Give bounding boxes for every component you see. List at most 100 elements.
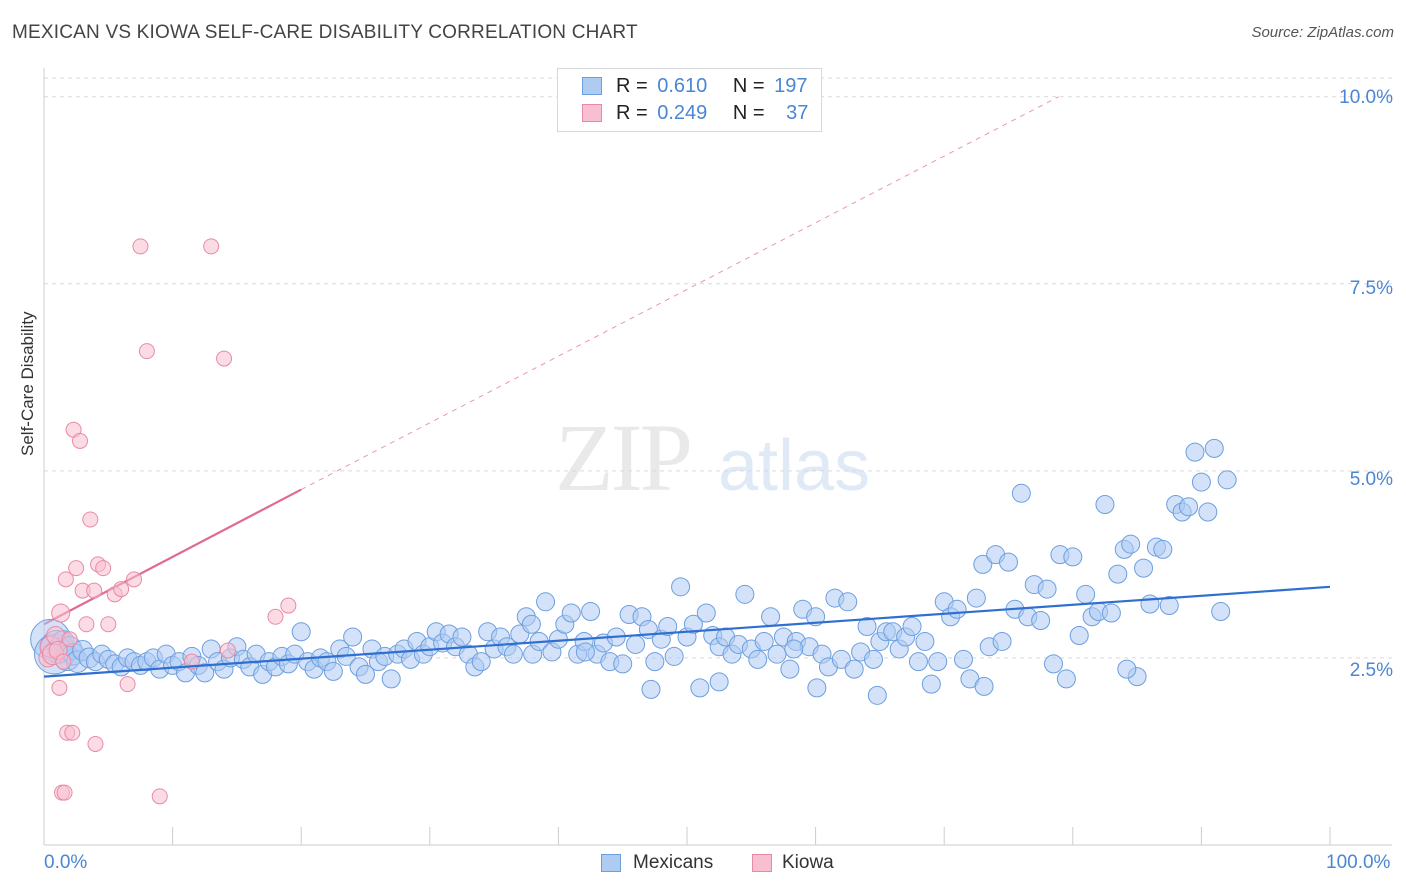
mexicans-point [902,616,922,636]
mexicans-point [503,644,523,664]
mexicans-point [915,631,935,651]
kiowa-point [86,582,103,599]
kiowa-point [219,642,236,659]
legend-n-value: 37 [786,102,809,124]
mexicans-point [291,622,311,642]
mexicans-point [1198,502,1218,522]
mexicans-point [966,588,986,608]
kiowa-point [87,735,104,752]
mexicans-point [645,652,665,672]
mexicans-point [992,631,1012,651]
mexicans-point [973,554,993,574]
mexicans-point [671,577,691,597]
axes [43,68,1392,846]
mexicans-point [1037,579,1057,599]
mexicans-point [838,592,858,612]
mexicans-point [452,627,472,647]
legend-n-label: N = [732,75,765,97]
mexicans-point [754,631,774,651]
mexicans-point [1185,442,1205,462]
mexicans-point [1117,659,1137,679]
mexicans-point [928,652,948,672]
kiowa-point [119,676,136,693]
mexicans-point [709,672,729,692]
mexicans-point [767,644,787,664]
mexicans-point [626,634,646,654]
kiowa-point [126,571,143,588]
kiowa-point [56,784,73,801]
mexicans-point [1217,470,1237,490]
kiowa-trend-solid [43,488,302,626]
legend-swatch-kiowa [582,104,602,122]
mexicans-point [921,674,941,694]
kiowa-point [61,631,78,648]
mexicans-point [974,676,994,696]
gridlines [44,77,1392,659]
kiowa-point [132,238,149,255]
mexicans-point [806,607,826,627]
mexicans-point [867,685,887,705]
mexicans-point [613,654,633,674]
mexicans-point [748,649,768,669]
mexicans-point [575,642,595,662]
mexicans-trend-solid [43,585,1331,678]
mexicans-point [521,614,541,634]
mexicans-point [1108,564,1128,584]
y-tick-2-5: 2.5% [1349,660,1393,681]
mexicans-point [1159,596,1179,616]
mexicans-point [696,603,716,623]
kiowa-point [267,608,284,625]
kiowa-point [64,724,81,741]
mexicans-point [1179,497,1199,517]
mexicans-point [683,614,703,634]
series-label-kiowa: Kiowa [782,852,834,873]
mexicans-point [863,649,883,669]
mexicans-point [908,652,928,672]
kiowa-point [72,432,89,449]
series-label-mexicans: Mexicans [633,852,714,873]
chart-title: MEXICAN VS KIOWA SELF-CARE DISABILITY CO… [12,22,638,43]
kiowa-point [78,616,95,633]
y-tick-10-0: 10.0% [1339,87,1393,108]
kiowa-trend-extension [300,96,1059,491]
y-axis-title: Self-Care Disability [18,311,37,456]
kiowa-point [113,581,130,598]
mexicans-point [1063,547,1083,567]
legend-r-label: R = [616,102,648,124]
legend-n-label: N = [732,102,765,124]
mexicans-point [1204,438,1224,458]
mexicans-point [1044,654,1064,674]
stats-legend: R = 0.610 N = 197 R = 0.249 N = 37 [557,68,822,132]
kiowa-point [151,788,168,805]
mexicans-point [343,627,363,647]
watermark: ZIP atlas [555,404,870,511]
mexicans-point [780,659,800,679]
mexicans-point [1191,472,1211,492]
mexicans-point [999,552,1018,572]
kiowa-point [216,350,233,367]
kiowa-point [138,343,155,360]
mexicans-point [690,678,710,698]
mexicans-point [761,607,781,627]
mexicans-point [1076,584,1096,604]
kiowa-point [51,603,71,623]
kiowa-point [55,653,72,670]
series-swatch-kiowa [752,854,772,872]
legend-swatch-mexicans [582,77,602,95]
mexicans-point [807,678,827,698]
mexicans-point [1134,558,1154,578]
mexicans-point [1140,594,1160,614]
kiowa-points [38,238,297,805]
kiowa-point [82,511,99,528]
series-swatch-mexicans [601,854,621,872]
mexicans-point [1101,603,1121,623]
mexicans-point [323,661,343,681]
x-tick-min: 0.0% [44,852,88,873]
kiowa-point [100,616,117,633]
mexicans-point [1069,625,1089,645]
legend-n-value: 197 [774,75,808,97]
mexicans-point [561,603,581,623]
mexicans-point [381,669,401,689]
kiowa-point [68,560,85,577]
mexicans-point [947,599,967,619]
